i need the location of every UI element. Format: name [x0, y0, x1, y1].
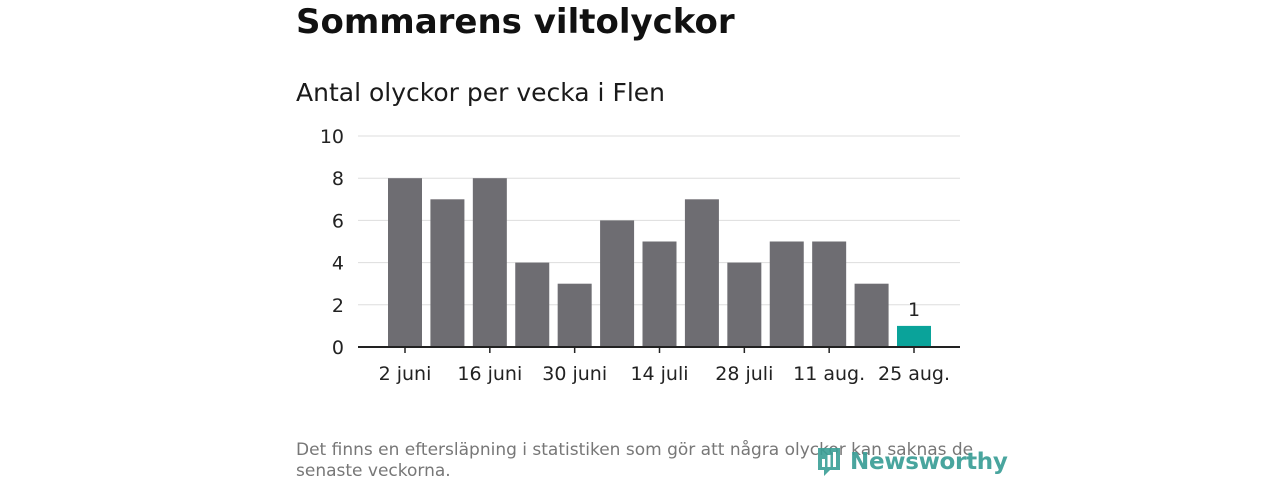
x-tick-label: 11 aug. [793, 363, 865, 385]
data-labels: 1 [908, 299, 920, 321]
bar-chart: 0 2 4 6 8 10 2 juni 16 juni 30 juni 14 juli 28 ju… [320, 126, 960, 385]
x-axis-ticks: 2 juni 16 juni 30 juni 14 juli 28 juli 11 aug… [379, 347, 950, 385]
bar-16-juni [472, 178, 507, 347]
bar-28-juli [727, 262, 762, 347]
newsworthy-logo[interactable]: Newsworthy [816, 446, 1008, 478]
y-tick-label: 2 [332, 295, 344, 317]
y-tick-label: 10 [320, 126, 344, 148]
footnote: Det finns en eftersläpning i statistiken… [296, 440, 974, 481]
x-tick-label: 30 juni [542, 363, 607, 385]
bar-30-juni [557, 283, 592, 347]
x-tick-label: 28 juli [715, 363, 773, 385]
bars [388, 178, 931, 347]
x-tick-label: 14 juli [630, 363, 688, 385]
y-tick-label: 4 [332, 253, 344, 275]
newsworthy-logo-icon [818, 448, 840, 476]
y-axis-ticks: 0 2 4 6 8 10 [320, 126, 344, 359]
bar-11-aug- [812, 241, 847, 347]
y-tick-label: 6 [332, 210, 344, 232]
y-tick-label: 0 [332, 337, 344, 359]
chart-title: Sommarens viltolyckor [296, 2, 735, 42]
data-label: 1 [908, 299, 920, 321]
bar-2-juni [388, 178, 422, 347]
bar-4-aug- [769, 241, 804, 347]
x-tick-label: 2 juni [379, 363, 432, 385]
bar-14-juli [642, 241, 677, 347]
x-tick-label: 16 juni [457, 363, 522, 385]
newsworthy-logo-text: Newsworthy [850, 449, 1008, 475]
chart-subtitle: Antal olyckor per vecka i Flen [296, 78, 665, 107]
bar-25-aug- [897, 325, 931, 347]
bar-9-juni [430, 199, 465, 347]
bar-21-juli [684, 199, 719, 347]
x-tick-label: 25 aug. [878, 363, 950, 385]
bar-7-juli [600, 220, 635, 347]
bar-18-aug- [854, 283, 889, 347]
y-tick-label: 8 [332, 168, 344, 190]
bar-23-juni [515, 262, 550, 347]
